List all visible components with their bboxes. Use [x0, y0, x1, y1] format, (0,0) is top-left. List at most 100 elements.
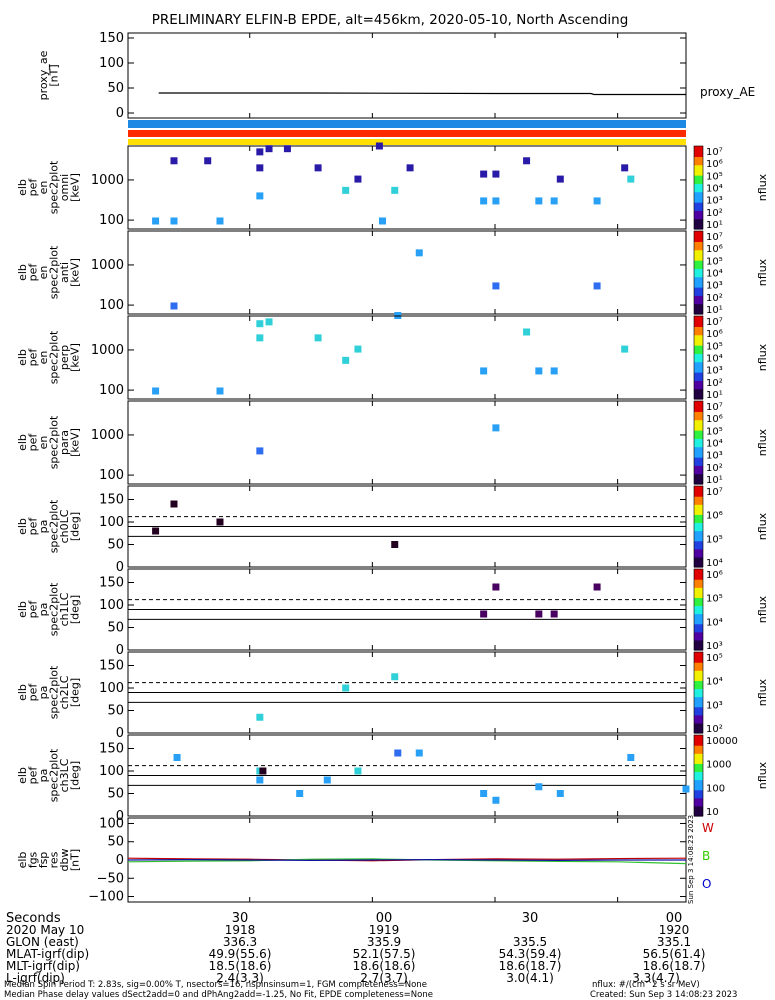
colorbar-step: [694, 457, 703, 460]
colorbar-step: [694, 425, 703, 429]
colorbar-step: [694, 660, 703, 663]
ylabel-line: [nT]: [47, 64, 60, 86]
ylabel-line: elb: [16, 179, 29, 196]
ylabel-line: [keV]: [68, 173, 81, 202]
colorbar-step: [694, 656, 703, 659]
orbit-bar-yellow: [128, 139, 686, 145]
ytick-label: 100: [99, 816, 124, 831]
colorbar-tick: 10⁵: [706, 534, 723, 545]
data-cell: [627, 754, 635, 761]
colorbar-step: [694, 191, 703, 195]
colorbar-tick: 10¹: [706, 390, 723, 401]
colorbar-step: [694, 486, 703, 489]
colorbar-step: [694, 185, 703, 189]
colorbar-step: [694, 595, 703, 598]
orbit-bar-blue: [128, 120, 686, 128]
legend-W: W: [702, 821, 714, 835]
colorbar-step: [694, 692, 703, 696]
colorbar-tick: 10⁵: [706, 653, 723, 664]
colorbar-step: [694, 726, 703, 730]
colorbar-tick: 10²: [706, 208, 723, 219]
colorbar-frame: [693, 734, 704, 817]
xcol-3-glon: 335.1: [657, 935, 691, 949]
colorbar-step: [694, 309, 703, 313]
colorbar-step: [694, 239, 703, 242]
colorbar-step: [694, 813, 703, 817]
colorbar-step: [694, 761, 703, 764]
xcol-1-date: 1919: [369, 923, 400, 937]
data-cell: [535, 367, 543, 375]
colorbar-step: [694, 536, 703, 540]
colorbar-step: [694, 540, 703, 544]
data-cell: [394, 749, 402, 757]
data-cell: [265, 145, 273, 153]
colorbar-step: [694, 363, 703, 367]
data-cell: [492, 197, 500, 205]
colorbar-step: [694, 526, 703, 530]
ylabel-line: en: [37, 436, 50, 450]
colorbar-step: [694, 745, 703, 748]
ylabel-line: ch0LC: [58, 509, 71, 543]
panel-ch2LC: 150 100 50 0 elbpefpaspec2plotch2LC[deg] 10⁵ 1…: [16, 651, 769, 741]
colorbar-step: [694, 467, 703, 471]
colorbar-step: [694, 597, 703, 600]
orbit-bar-red: [128, 130, 686, 137]
data-cell: [480, 610, 488, 618]
colorbar-step: [694, 688, 703, 692]
colorbar-step: [694, 411, 703, 415]
ylabel-proxy_ae: proxy_ae[nT]: [37, 50, 61, 100]
colorbar-step: [694, 789, 703, 793]
colorbar-step: [694, 795, 703, 799]
xcol-0-l: 2.4(3.3): [216, 971, 264, 985]
ylabel-line: ch2LC: [58, 675, 71, 709]
panel-frame: [127, 230, 687, 315]
ylabel-line: pef: [26, 600, 39, 619]
data-cell: [170, 302, 178, 310]
colorbar-step: [694, 585, 703, 588]
colorbar-step: [694, 206, 703, 209]
colorbar-step: [694, 615, 703, 619]
figure-title: PRELIMINARY ELFIN-B EPDE, alt=456km, 202…: [152, 12, 629, 28]
colorbar-step: [694, 512, 703, 515]
ytick-label: 50: [107, 538, 124, 553]
ylabel-line: ch3LC: [58, 758, 71, 792]
data-cell: [480, 197, 488, 205]
data-cell: [170, 217, 178, 225]
ylabel-line: elb: [16, 767, 29, 784]
colorbar-step: [694, 605, 703, 609]
ylabel-line: [keV]: [68, 258, 81, 287]
data-cell: [216, 518, 224, 526]
data-cell: [550, 367, 558, 375]
colorbar-step: [694, 502, 703, 505]
ylabel-line: spec2plot: [47, 665, 60, 719]
colorbar-step: [694, 243, 703, 247]
xcol-0-date: 1918: [225, 923, 256, 937]
colorbar-step: [694, 394, 703, 398]
colorbar-step: [694, 177, 703, 180]
colorbar-step: [694, 593, 703, 596]
colorbar-step: [694, 305, 703, 309]
colorbar-step: [694, 374, 703, 377]
colorbar-step: [694, 490, 703, 493]
colorbar-step: [694, 266, 703, 269]
data-cell: [256, 164, 264, 172]
footer-units: nflux: #/(cm^2 s sr MeV): [592, 980, 700, 990]
data-cell: [535, 610, 543, 618]
colorbar-tick: 10⁴: [706, 354, 723, 365]
legend-B: B: [702, 849, 710, 863]
colorbar-step: [694, 208, 703, 211]
data-cell: [523, 157, 531, 165]
colorbar-step: [694, 645, 703, 649]
colorbar-step: [694, 781, 703, 785]
ylabel-line: [keV]: [68, 428, 81, 457]
colorbar-step: [694, 492, 703, 495]
data-cell: [593, 583, 601, 591]
colorbar-step: [694, 631, 703, 635]
colorbar-step: [694, 690, 703, 694]
proxy-ae-label: proxy_AE: [700, 85, 755, 99]
colorbar-tick: 10⁵: [706, 341, 723, 352]
colorbar-step: [694, 237, 703, 240]
colorbar-step: [694, 164, 703, 168]
colorbar-tick: 10³: [706, 196, 723, 207]
colorbar-step: [694, 751, 703, 754]
